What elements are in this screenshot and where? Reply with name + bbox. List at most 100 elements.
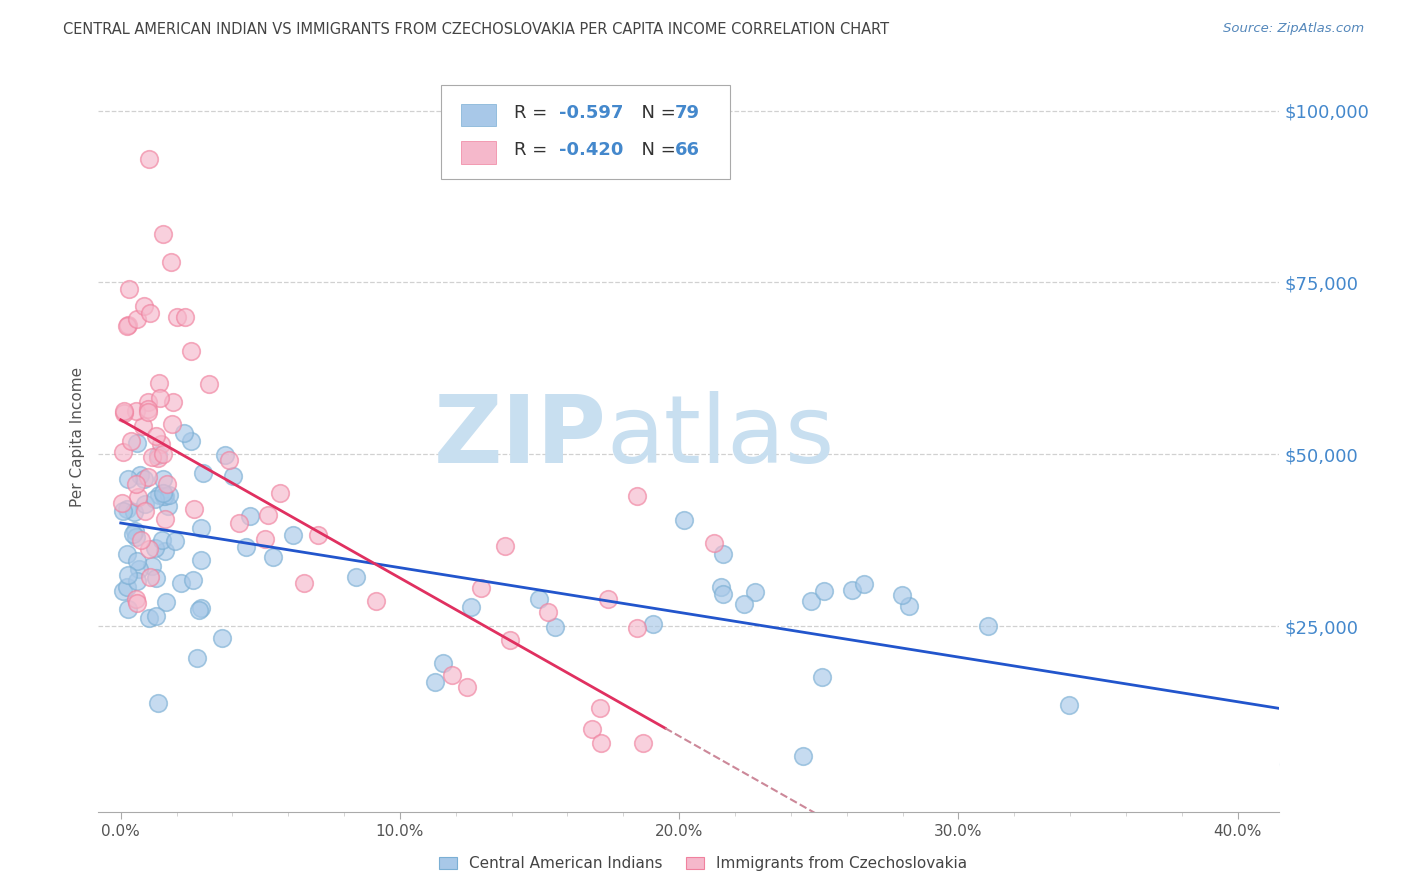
Point: [170, 575, 193, 590]
Point: [155, 489, 177, 503]
Point: [131, 419, 153, 434]
Point: [193, 467, 215, 481]
Legend: Central American Indians, Immigrants from Czechoslovakia: Central American Indians, Immigrants fro…: [433, 850, 973, 877]
Point: [228, 516, 250, 530]
Point: [149, 437, 172, 451]
Point: [115, 548, 138, 562]
Point: [125, 592, 148, 607]
Point: [180, 434, 202, 448]
Text: -0.597: -0.597: [560, 103, 623, 121]
FancyBboxPatch shape: [441, 85, 730, 178]
Point: [211, 632, 233, 646]
Point: [163, 534, 186, 549]
Point: [112, 445, 135, 459]
Point: [626, 621, 648, 635]
Point: [631, 736, 654, 750]
Point: [153, 489, 176, 503]
Point: [162, 395, 184, 409]
Point: [186, 650, 208, 665]
Point: [125, 530, 148, 544]
Point: [494, 539, 516, 553]
Point: [744, 584, 766, 599]
Point: [470, 581, 492, 595]
Point: [711, 547, 734, 561]
Point: [188, 603, 211, 617]
Point: [423, 675, 446, 690]
Point: [239, 509, 262, 524]
Text: N =: N =: [630, 103, 682, 121]
Point: [115, 319, 138, 334]
Point: [711, 587, 734, 601]
Point: [143, 541, 166, 556]
Point: [710, 580, 733, 594]
Point: [120, 434, 142, 448]
Point: [162, 417, 184, 432]
FancyBboxPatch shape: [461, 103, 496, 126]
Point: [138, 611, 160, 625]
Point: [125, 311, 148, 326]
Point: [129, 533, 152, 548]
Point: [460, 599, 482, 614]
Point: [127, 597, 149, 611]
Point: [143, 492, 166, 507]
Point: [589, 701, 612, 715]
Point: [125, 403, 148, 417]
Point: [841, 582, 863, 597]
Point: [173, 310, 195, 325]
Point: [292, 576, 315, 591]
Point: [141, 558, 163, 573]
Text: 66: 66: [675, 141, 700, 159]
Point: [156, 499, 179, 513]
Point: [117, 472, 139, 486]
Point: [214, 448, 236, 462]
Point: [112, 504, 135, 518]
Point: [222, 469, 245, 483]
Point: [145, 571, 167, 585]
Point: [218, 453, 240, 467]
Point: [112, 406, 135, 420]
Point: [127, 490, 149, 504]
Point: [166, 310, 188, 324]
Point: [536, 605, 558, 619]
Point: [499, 633, 522, 648]
Point: [128, 562, 150, 576]
Point: [1057, 698, 1080, 712]
Point: [117, 318, 139, 332]
Point: [792, 749, 814, 764]
Point: [344, 570, 367, 584]
Text: CENTRAL AMERICAN INDIAN VS IMMIGRANTS FROM CZECHOSLOVAKIA PER CAPITA INCOME CORR: CENTRAL AMERICAN INDIAN VS IMMIGRANTS FR…: [63, 22, 890, 37]
Point: [257, 508, 280, 522]
Point: [733, 597, 755, 611]
Point: [456, 680, 478, 694]
Point: [148, 450, 170, 465]
Point: [136, 401, 159, 416]
Point: [157, 488, 180, 502]
Point: [641, 617, 664, 632]
Point: [598, 591, 620, 606]
Point: [134, 496, 156, 510]
Text: ZIP: ZIP: [433, 391, 606, 483]
Point: [152, 227, 174, 242]
Point: [148, 448, 170, 462]
Point: [183, 502, 205, 516]
Point: [124, 524, 146, 538]
Point: [115, 580, 138, 594]
Point: [139, 305, 162, 319]
Point: [180, 344, 202, 359]
Point: [813, 583, 835, 598]
Point: [800, 594, 823, 608]
Point: [125, 476, 148, 491]
Point: [117, 567, 139, 582]
Point: [543, 619, 565, 633]
Point: [117, 502, 139, 516]
Point: [976, 619, 998, 633]
Point: [672, 513, 695, 527]
Point: [124, 505, 146, 519]
Text: atlas: atlas: [606, 391, 835, 483]
Point: [145, 608, 167, 623]
Point: [129, 468, 152, 483]
Point: [141, 450, 163, 465]
Point: [134, 504, 156, 518]
Point: [138, 152, 160, 166]
Point: [190, 521, 212, 535]
